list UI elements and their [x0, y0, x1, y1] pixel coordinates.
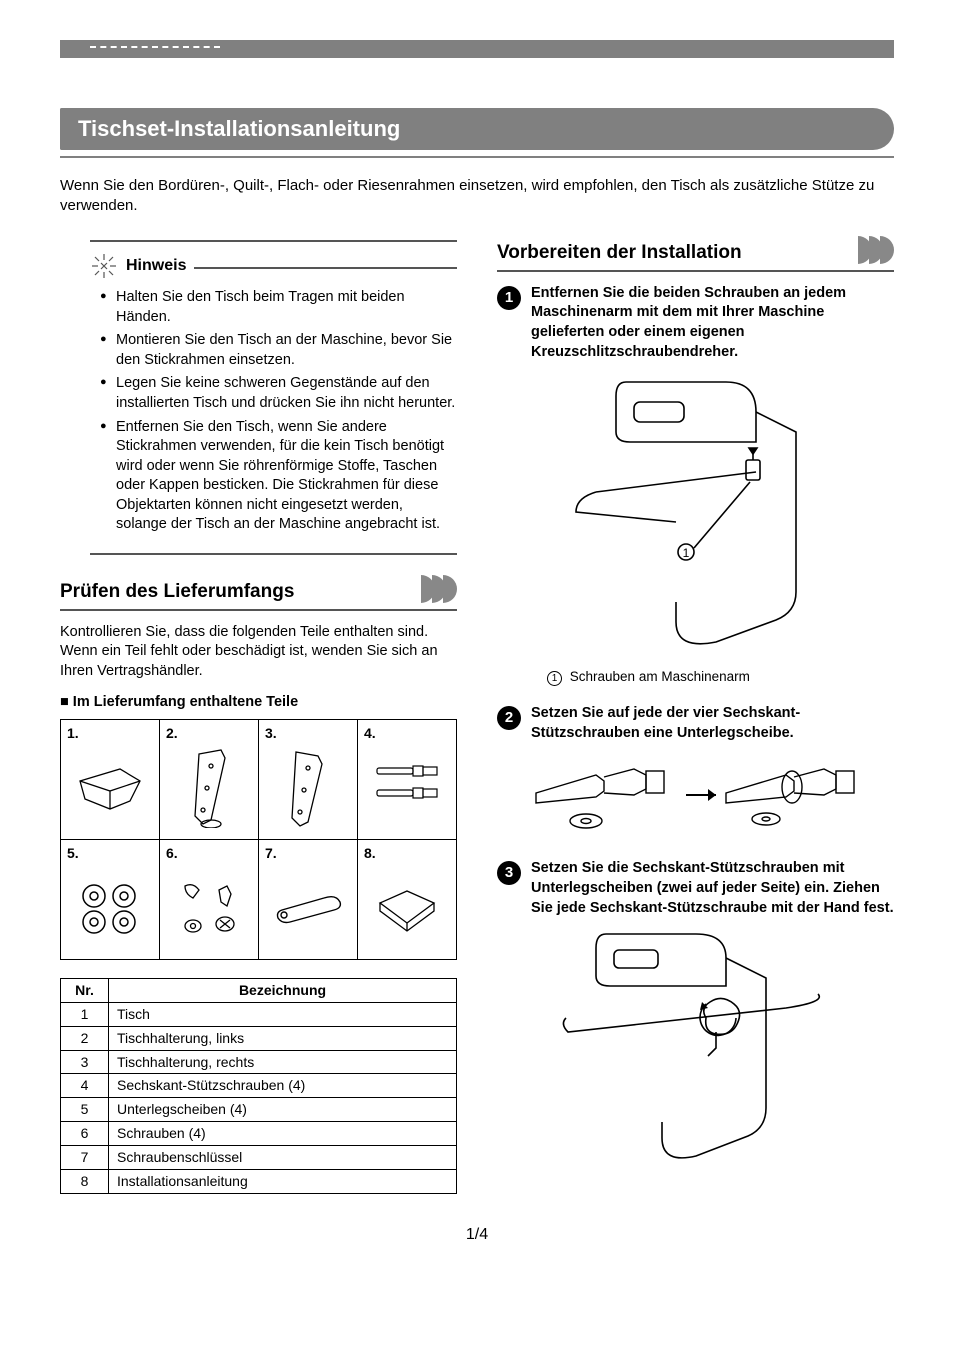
step-number-badge: 2	[497, 706, 521, 730]
note-box: Hinweis Halten Sie den Tisch beim Tragen…	[90, 240, 457, 555]
step-2: 2 Setzen Sie auf jede der vier Sechskant…	[497, 704, 894, 743]
table-row: 4Sechskant-Stützschrauben (4)	[61, 1074, 457, 1098]
note-title-line	[194, 267, 457, 269]
step-text: Setzen Sie die Sechskant-Stützschrauben …	[531, 859, 894, 918]
note-item: Entfernen Sie den Tisch, wenn Sie andere…	[100, 418, 457, 535]
table-row: 8Installationsanleitung	[61, 1169, 457, 1193]
part-image-screws	[166, 864, 252, 953]
step-number-badge: 1	[497, 286, 521, 310]
left-column: Hinweis Halten Sie den Tisch beim Tragen…	[60, 240, 457, 1194]
step-1: 1 Entfernen Sie die beiden Schrauben an …	[497, 284, 894, 362]
parts-image-grid: 1. 2. 3. 4.	[60, 719, 457, 960]
page-title: Tischset-Installationsanleitung	[78, 116, 400, 141]
section-accent-icon	[424, 575, 457, 603]
parts-names-table: Nr. Bezeichnung 1Tisch 2Tischhalterung, …	[60, 978, 457, 1194]
figure-washer-on-screw	[497, 753, 894, 843]
table-row: 2Tischhalterung, links	[61, 1026, 457, 1050]
header-bar	[60, 40, 894, 58]
part-image-hex-screws	[364, 744, 450, 833]
section-title: Prüfen des Lieferumfangs	[60, 579, 294, 605]
cell-label: 1.	[67, 725, 79, 741]
step-3: 3 Setzen Sie die Sechskant-Stützschraube…	[497, 859, 894, 918]
note-item: Legen Sie keine schweren Gegenstände auf…	[100, 374, 457, 413]
step-number-badge: 3	[497, 861, 521, 885]
table-header-name: Bezeichnung	[109, 978, 457, 1002]
section-intro: Kontrollieren Sie, dass die folgenden Te…	[60, 623, 457, 682]
section-accent-icon	[861, 236, 894, 264]
part-image-manual	[364, 864, 450, 953]
svg-text:1: 1	[682, 546, 689, 560]
step-text: Entfernen Sie die beiden Schrauben an je…	[531, 284, 894, 362]
note-item: Montieren Sie den Tisch an der Maschine,…	[100, 331, 457, 370]
step-text: Setzen Sie auf jede der vier Sechskant-S…	[531, 704, 894, 743]
intro-text: Wenn Sie den Bordüren-, Quilt-, Flach- o…	[60, 176, 894, 217]
part-image-wrench	[265, 864, 351, 953]
cell-label: 6.	[166, 845, 178, 861]
caption-text: Schrauben am Maschinenarm	[570, 669, 750, 684]
title-underline	[60, 156, 894, 158]
cell-label: 7.	[265, 845, 277, 861]
part-image-washers	[67, 864, 153, 953]
note-item: Halten Sie den Tisch beim Tragen mit bei…	[100, 288, 457, 327]
note-title: Hinweis	[126, 255, 186, 277]
table-row: 7Schraubenschlüssel	[61, 1146, 457, 1170]
cell-label: 2.	[166, 725, 178, 741]
section-head-lieferumfang: Prüfen des Lieferumfangs	[60, 579, 457, 611]
cell-label: 8.	[364, 845, 376, 861]
page-number: 1/4	[60, 1224, 894, 1246]
figure-insert-screws	[497, 928, 894, 1168]
caption-number-icon: 1	[547, 671, 562, 686]
page-title-bar: Tischset-Installationsanleitung	[60, 108, 894, 150]
table-row: 1Tisch	[61, 1002, 457, 1026]
table-header-nr: Nr.	[61, 978, 109, 1002]
sub-heading: Im Lieferumfang enthaltene Teile	[60, 693, 457, 713]
cell-label: 4.	[364, 725, 376, 741]
note-list: Halten Sie den Tisch beim Tragen mit bei…	[90, 288, 457, 535]
part-image-table	[67, 744, 153, 833]
table-row: 6Schrauben (4)	[61, 1122, 457, 1146]
figure-machine-arm: 1	[497, 372, 894, 652]
table-row: 5Unterlegscheiben (4)	[61, 1098, 457, 1122]
part-image-bracket-right	[265, 744, 351, 833]
right-column: Vorbereiten der Installation 1 Entfernen…	[497, 240, 894, 1194]
cell-label: 3.	[265, 725, 277, 741]
figure-caption: 1 Schrauben am Maschinenarm	[547, 668, 894, 686]
part-image-bracket-left	[166, 744, 252, 833]
cell-label: 5.	[67, 845, 79, 861]
table-row: 3Tischhalterung, rechts	[61, 1050, 457, 1074]
section-title: Vorbereiten der Installation	[497, 240, 742, 266]
section-head-vorbereiten: Vorbereiten der Installation	[497, 240, 894, 272]
note-icon	[90, 252, 118, 280]
